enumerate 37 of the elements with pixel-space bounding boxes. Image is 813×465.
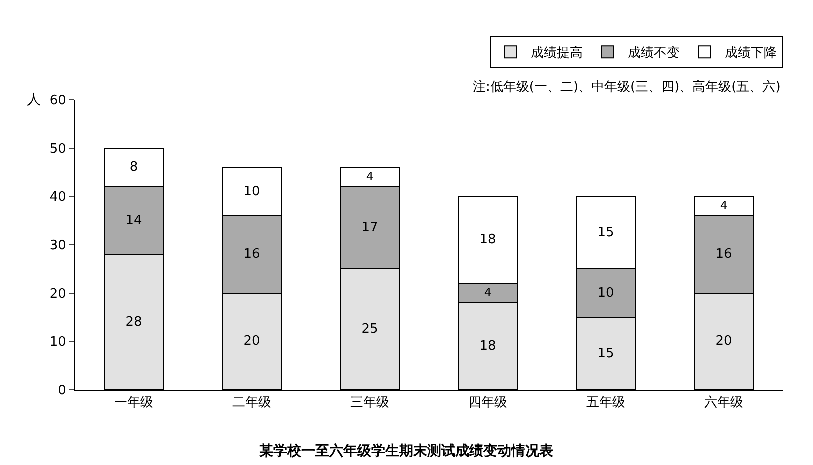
x-tick-label: 一年级 — [114, 396, 154, 411]
x-tick-label: 三年级 — [350, 396, 390, 411]
legend-label: 成绩下降 — [725, 46, 777, 62]
data-label: 10 — [598, 286, 614, 301]
x-tick-label: 四年级 — [468, 396, 508, 411]
data-label: 16 — [244, 247, 260, 262]
data-label: 4 — [720, 198, 728, 212]
y-axis-title: 人 — [27, 92, 41, 108]
y-tick-label: 20 — [50, 286, 66, 302]
data-label: 20 — [244, 334, 260, 350]
y-tick-label: 0 — [58, 384, 66, 399]
data-label: 8 — [130, 160, 138, 176]
y-tick-label: 30 — [50, 238, 66, 254]
y-tick-label: 40 — [50, 190, 66, 206]
y-tick-label: 50 — [50, 142, 66, 157]
data-label: 18 — [480, 339, 496, 354]
data-label: 15 — [598, 225, 614, 240]
text: 某学校一至六年级学生期末测试成绩变动情况表 — [258, 442, 554, 460]
data-label: 16 — [716, 247, 732, 262]
data-label: 10 — [244, 184, 260, 200]
data-label: 14 — [126, 213, 142, 228]
text: 注:低年级(一、二)、中年级(三、四)、高年级(五、六) — [473, 79, 781, 95]
data-label: 18 — [480, 232, 496, 248]
x-tick-label: 二年级 — [232, 396, 272, 411]
data-label: 17 — [362, 220, 378, 236]
data-label: 20 — [716, 334, 732, 350]
data-label: 4 — [484, 285, 492, 300]
y-tick-label: 10 — [50, 335, 66, 350]
x-tick-label: 六年级 — [704, 396, 744, 411]
data-label: 15 — [598, 346, 614, 362]
data-label: 28 — [126, 314, 142, 330]
legend-label: 成绩提高 — [531, 45, 583, 62]
legend-label: 成绩不变 — [628, 46, 680, 62]
data-label: 4 — [366, 169, 374, 184]
x-tick-label: 五年级 — [586, 396, 626, 411]
y-tick-label: 60 — [50, 94, 66, 109]
data-label: 25 — [362, 322, 378, 338]
